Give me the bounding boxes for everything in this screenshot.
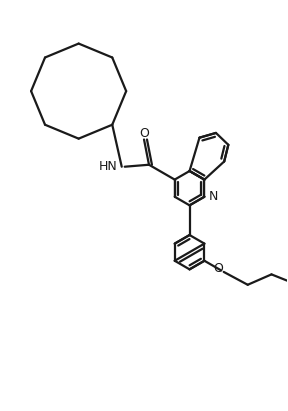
Text: O: O	[139, 127, 149, 140]
Text: HN: HN	[99, 160, 118, 173]
Text: O: O	[214, 263, 223, 275]
Text: N: N	[209, 190, 218, 203]
